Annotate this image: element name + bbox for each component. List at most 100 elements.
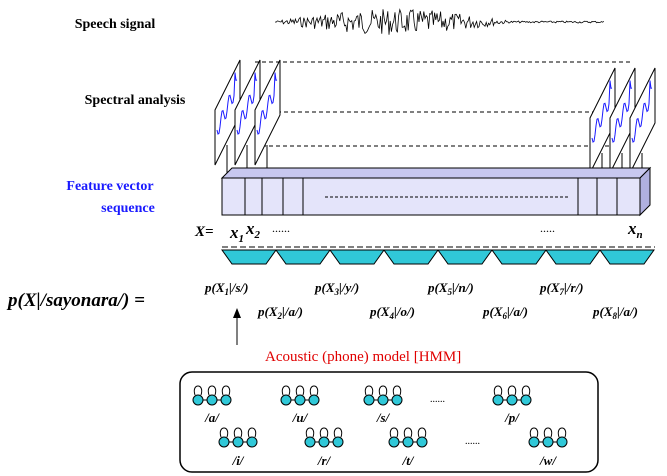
dots: ...... <box>465 436 480 447</box>
equation-lhs: p(X|/sayonara/) = <box>6 290 145 311</box>
self-loop <box>557 427 567 438</box>
phone-label: /i/ <box>232 453 245 468</box>
state <box>308 394 320 406</box>
term-sub: 1 <box>225 287 230 297</box>
term: p(X8|/a/) <box>592 304 638 321</box>
model-title: Acoustic (phone) model [HMM] <box>265 349 461 365</box>
term: p(X2|/a/) <box>257 304 303 321</box>
self-loop <box>378 385 388 396</box>
state <box>388 436 400 448</box>
frame <box>629 67 656 174</box>
term-base: p(X <box>592 304 613 319</box>
spectral-frames <box>214 59 656 178</box>
term-rest: |/s/) <box>229 280 248 295</box>
self-loop <box>392 385 402 396</box>
state <box>391 394 403 406</box>
state <box>332 436 344 448</box>
state <box>192 394 204 406</box>
phone-label: /r/ <box>317 453 332 468</box>
self-loop <box>233 427 243 438</box>
term: p(X1|/s/) <box>204 280 248 297</box>
frame <box>254 59 281 166</box>
term-base: p(X <box>257 304 278 319</box>
term-rest: |/a/) <box>507 304 528 319</box>
term-rest: |/a/) <box>617 304 638 319</box>
speech-label: Speech signal <box>75 17 156 32</box>
term-base: p(X <box>314 280 335 295</box>
window <box>599 249 655 265</box>
state <box>402 436 414 448</box>
state <box>377 394 389 406</box>
spectrum <box>256 72 278 135</box>
self-loop <box>333 427 343 438</box>
self-loop <box>207 385 217 396</box>
self-loop <box>507 385 517 396</box>
self-loop <box>417 427 427 438</box>
phone-label: /t/ <box>402 453 415 468</box>
term-sub: 2 <box>277 311 283 321</box>
guides <box>255 61 630 147</box>
phone-label: /w/ <box>539 453 557 468</box>
self-loop <box>295 385 305 396</box>
x1: x1 <box>229 223 244 245</box>
term: p(X6|/a/) <box>482 304 528 321</box>
term-rest: |/y/) <box>339 280 359 295</box>
term-rest: |/r/) <box>564 280 583 295</box>
x-equals: X= <box>194 224 214 240</box>
state <box>218 436 230 448</box>
self-loop <box>529 427 539 438</box>
state <box>280 394 292 406</box>
spectral-label: Spectral analysis <box>85 93 186 108</box>
state <box>294 394 306 406</box>
state <box>506 394 518 406</box>
feature-bar <box>220 166 652 217</box>
dots: ...... <box>272 221 290 235</box>
window <box>437 249 493 265</box>
dots: ..... <box>540 221 555 235</box>
self-loop <box>247 427 257 438</box>
window <box>221 249 277 265</box>
self-loop <box>281 385 291 396</box>
term-sub: 3 <box>334 287 340 297</box>
phone-label: /u/ <box>292 410 309 425</box>
self-loop <box>364 385 374 396</box>
term-base: p(X <box>204 280 225 295</box>
term-sub: 5 <box>448 287 453 297</box>
self-loop <box>493 385 503 396</box>
state <box>492 394 504 406</box>
spectrum <box>236 72 258 135</box>
windows <box>221 249 655 265</box>
state <box>232 436 244 448</box>
xn: xn <box>627 219 643 241</box>
self-loop <box>305 427 315 438</box>
phone-label: /p/ <box>504 410 520 425</box>
window <box>275 249 331 265</box>
self-loop <box>221 385 231 396</box>
self-loop <box>543 427 553 438</box>
spectrum <box>591 80 613 143</box>
state <box>304 436 316 448</box>
state <box>206 394 218 406</box>
state <box>416 436 428 448</box>
term-base: p(X <box>369 304 390 319</box>
term-sub: 8 <box>613 311 618 321</box>
term-rest: |/a/) <box>282 304 303 319</box>
term: p(X3|/y/) <box>314 280 359 297</box>
self-loop <box>319 427 329 438</box>
term-base: p(X <box>427 280 448 295</box>
term: p(X4|/o/) <box>369 304 415 321</box>
term-sub: 7 <box>560 287 565 297</box>
term-sub: 4 <box>389 311 395 321</box>
term-sub: 6 <box>503 311 508 321</box>
waveform <box>274 8 605 35</box>
model-box <box>179 371 599 473</box>
state <box>528 436 540 448</box>
dots: ...... <box>430 394 445 405</box>
state <box>542 436 554 448</box>
spectrum <box>216 72 238 135</box>
self-loop <box>521 385 531 396</box>
phone-label: /a/ <box>204 410 220 425</box>
feature-label: Feature vector <box>66 179 153 194</box>
self-loop <box>389 427 399 438</box>
